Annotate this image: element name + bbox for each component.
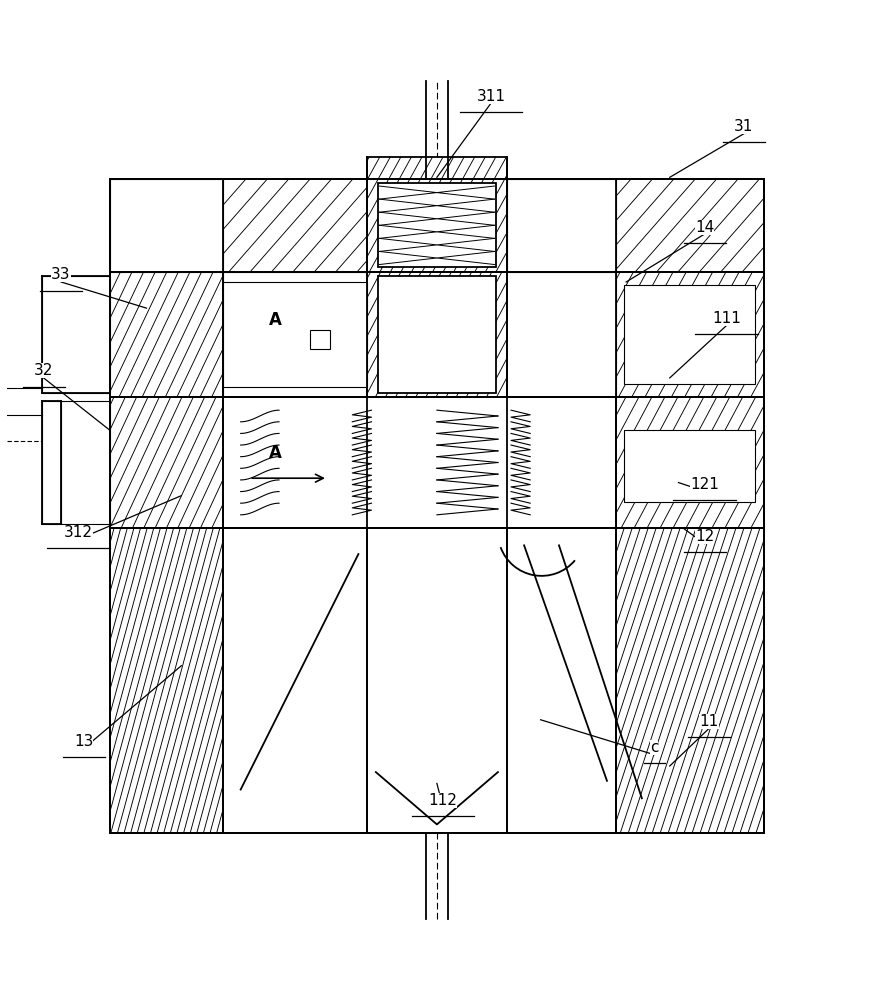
Bar [507, 179, 616, 272]
Bar [110, 179, 223, 272]
Bar [110, 397, 223, 528]
Bar [367, 157, 507, 272]
Bar [367, 272, 507, 397]
Bar [507, 528, 616, 833]
Text: 13: 13 [74, 734, 93, 749]
Bar [110, 528, 223, 833]
Bar [42, 276, 110, 393]
Bar [625, 285, 755, 384]
Bar [110, 272, 223, 397]
Text: 11: 11 [699, 714, 719, 729]
Text: 311: 311 [477, 89, 506, 104]
Bar [42, 401, 61, 524]
Bar [223, 272, 616, 397]
Text: 121: 121 [690, 477, 719, 492]
Bar [367, 528, 507, 833]
Bar [310, 330, 330, 349]
Bar [223, 282, 367, 387]
Bar [110, 179, 764, 833]
Bar [223, 528, 367, 833]
Bar [377, 183, 496, 267]
Bar [616, 397, 764, 528]
Bar [625, 430, 755, 502]
Text: 31: 31 [734, 119, 754, 134]
Bar [110, 179, 764, 272]
Bar [61, 401, 110, 524]
Text: 33: 33 [51, 267, 71, 282]
Text: c: c [649, 740, 658, 755]
Text: 12: 12 [695, 529, 714, 544]
Bar [223, 397, 616, 528]
Text: 111: 111 [712, 311, 741, 326]
Text: 112: 112 [429, 793, 457, 808]
Text: A: A [269, 444, 282, 462]
Bar [616, 528, 764, 833]
Text: A: A [269, 311, 282, 329]
Text: 32: 32 [34, 363, 53, 378]
Bar [377, 276, 496, 393]
Bar [616, 272, 764, 397]
Text: 14: 14 [695, 220, 714, 235]
Text: 312: 312 [64, 525, 93, 540]
